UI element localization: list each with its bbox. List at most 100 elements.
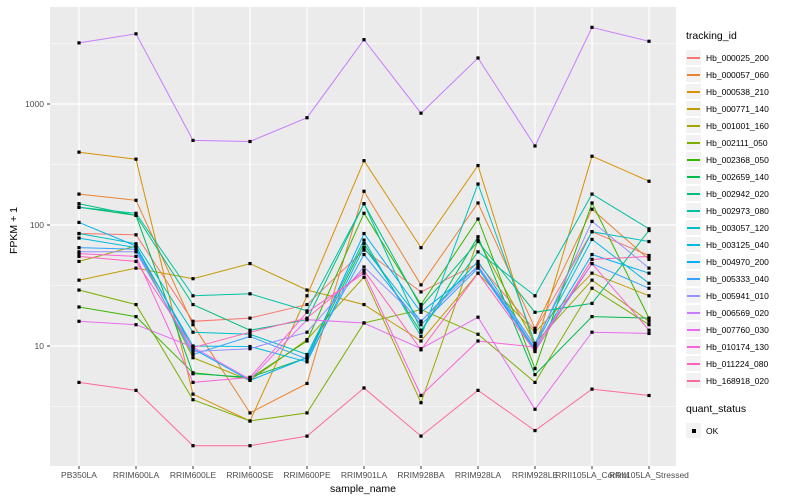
legend-key [686,84,701,99]
data-point [533,328,537,332]
data-point [476,332,480,336]
data-point [362,268,366,273]
data-point [191,330,195,334]
legend-key [686,101,701,116]
legend-item: Hb_011224_080 [686,355,798,372]
legend-item-label: Hb_002973_080 [706,205,769,216]
data-point [476,266,480,270]
data-point [305,302,309,307]
legend-item-label: Hb_005941_010 [706,290,769,301]
data-point [419,305,423,309]
legend-line-swatch [687,90,700,93]
data-point [77,202,81,206]
data-point [419,307,423,312]
data-point [134,247,138,251]
legend-item: Hb_003057_120 [686,219,798,236]
data-point [134,314,138,319]
data-point [533,144,537,148]
data-point [476,264,480,268]
legend-item: Hb_006569_020 [686,304,798,321]
legend-key [686,118,701,133]
legend-item-label: Hb_007760_030 [706,324,769,335]
legend-line-swatch [687,141,700,144]
data-point [248,347,252,351]
data-point [191,302,195,307]
x-tick-label: RRIM928LE [512,470,559,480]
data-point [647,294,651,298]
legend-title-tracking-id: tracking_id [686,30,737,42]
data-point [191,323,195,327]
legend-line-swatch [687,328,700,331]
data-point [533,341,537,346]
data-point [476,163,480,168]
data-point [305,288,309,292]
legend-item-label: Hb_011224_080 [706,358,769,369]
data-point [476,217,480,221]
data-point [248,444,252,448]
data-point [77,319,81,323]
data-point [305,330,309,334]
data-point [248,419,252,423]
data-point [305,294,309,298]
data-point [647,266,651,270]
data-point [533,294,537,298]
legend-item-label: Hb_003057_120 [706,222,769,233]
legend-key [686,254,701,269]
legend-item-label: Hb_002111_050 [706,137,768,148]
data-point [590,261,594,266]
data-point [362,231,366,236]
data-point [134,213,138,218]
data-point [305,411,309,415]
data-point [647,323,651,327]
data-point [476,182,480,186]
data-point [476,259,480,264]
legend-key [686,237,701,252]
data-point [305,116,309,120]
data-point [134,242,138,246]
data-point [362,189,366,193]
legend-item: Hb_000025_200 [686,49,798,66]
legend-line-swatch [687,158,700,161]
legend-item: Hb_005333_040 [686,270,798,287]
x-tick-label: RRII105LA_Control [555,470,629,480]
data-point [533,345,537,349]
data-point [533,428,537,433]
data-point [305,310,309,314]
data-point [134,259,138,264]
legend-key [686,186,701,201]
data-point [419,111,423,115]
data-point [419,302,423,307]
legend-line-swatch [687,379,700,382]
data-point [77,220,81,225]
data-point [533,380,537,385]
data-point [305,352,309,357]
data-point [590,192,594,196]
data-point [248,332,252,336]
data-point [248,375,252,380]
data-point [191,444,195,448]
data-point [191,356,195,360]
data-point [77,288,81,292]
data-point [305,360,309,364]
legend-item: Hb_002111_050 [686,134,798,151]
data-point [647,239,651,244]
data-point [533,367,537,371]
data-point [362,202,366,206]
legend-item-label: Hb_000057_060 [706,69,769,80]
data-point [647,227,651,231]
data-point [77,254,81,259]
legend-key [686,220,701,235]
data-point [77,205,81,209]
x-tick-label: RRIM600SE [226,470,274,480]
legend-title-quant-status: quant_status [686,403,747,415]
legend-line-swatch [687,192,700,195]
legend-line-swatch [687,277,700,280]
data-point [647,271,651,275]
data-point [590,257,594,261]
data-point [191,346,195,350]
legend-item: Hb_003125_040 [686,236,798,253]
data-point [647,328,651,332]
legend-key [686,135,701,150]
data-point [77,380,81,385]
legend-key [686,423,701,438]
